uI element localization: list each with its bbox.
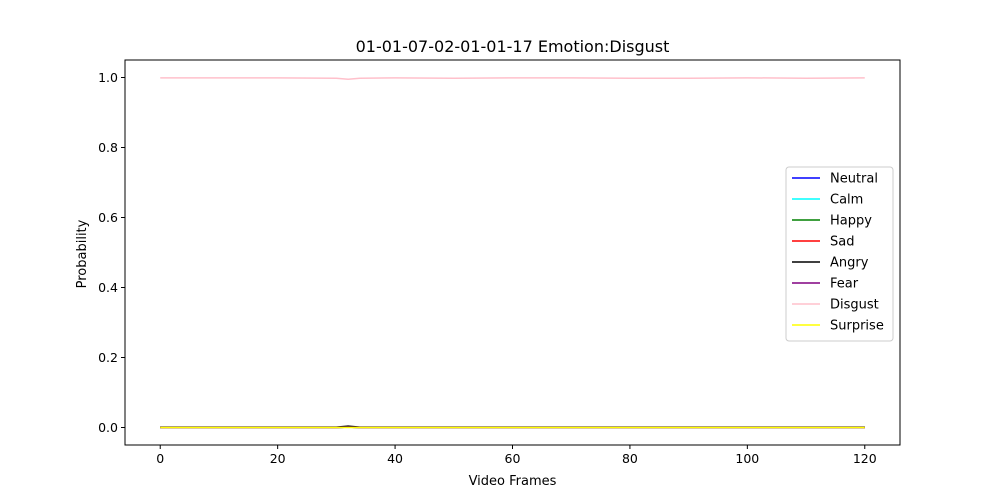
legend-label-sad: Sad (830, 235, 854, 250)
series-line-disgust (160, 77, 865, 81)
legend-label-disgust: Disgust (830, 298, 879, 313)
legend-label-calm: Calm (830, 193, 863, 208)
legend-box (785, 166, 894, 342)
x-tick-label: 60 (505, 451, 521, 466)
x-tick-label: 80 (622, 451, 638, 466)
y-tick-label: 0.0 (98, 420, 118, 435)
legend-label-neutral: Neutral (830, 172, 878, 187)
x-tick-label: 20 (270, 451, 286, 466)
y-tick-label: 1.0 (98, 70, 118, 85)
x-axis-label: Video Frames (469, 474, 557, 489)
x-axis: 0 20 40 60 80 100 120 (156, 445, 877, 466)
x-tick-label: 120 (853, 451, 877, 466)
series-lines (160, 77, 865, 429)
chart-title: 01-01-07-02-01-01-17 Emotion:Disgust (356, 37, 670, 56)
y-tick-label: 0.2 (98, 350, 118, 365)
legend-label-surprise: Surprise (830, 319, 884, 334)
x-tick-label: 0 (156, 451, 164, 466)
y-tick-label: 0.8 (98, 140, 118, 155)
legend: Neutral Calm Happy Sad Angry Fear Disgust Surpr… (785, 166, 894, 342)
legend-label-fear: Fear (830, 277, 859, 292)
y-axis: 0.0 0.2 0.4 0.6 0.8 1.0 (98, 70, 125, 435)
legend-label-angry: Angry (830, 256, 869, 271)
y-tick-label: 0.6 (98, 210, 118, 225)
x-tick-label: 40 (387, 451, 403, 466)
legend-label-happy: Happy (830, 214, 872, 229)
y-axis-label: Probability (75, 219, 90, 288)
x-tick-label: 100 (735, 451, 759, 466)
y-tick-label: 0.4 (98, 280, 118, 295)
